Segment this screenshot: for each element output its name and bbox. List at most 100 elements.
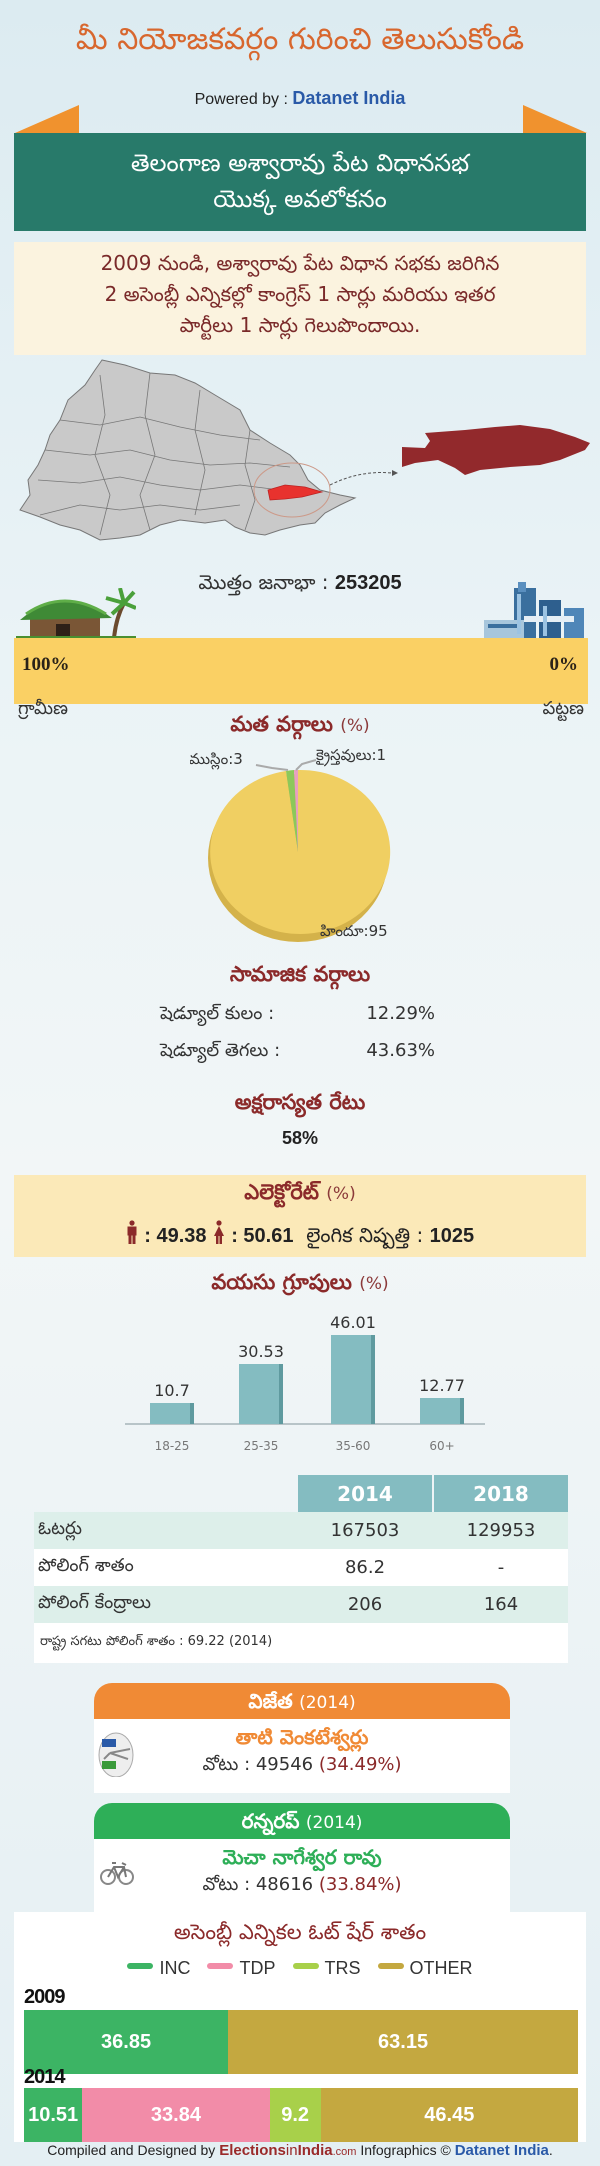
winner-title: విజేత bbox=[248, 1689, 293, 1713]
winner-year: (2014) bbox=[299, 1693, 356, 1713]
cell-2014: 167503 bbox=[298, 1512, 432, 1549]
footer-middle: Infographics © bbox=[356, 2142, 455, 2158]
election-stats-table: 2014 2018 ఓటర్లు 167503 129953 పోలింగ్ శ… bbox=[34, 1475, 568, 1663]
urban-label: పట్టణ bbox=[542, 698, 584, 719]
footer-credits: Compiled and Designed by ElectionsinIndi… bbox=[0, 2142, 600, 2159]
electorate-title-text: ఎలెక్టోరేట్ bbox=[244, 1180, 319, 1204]
row-label: పోలింగ్ శాతం bbox=[38, 1555, 134, 1576]
st-value: 43.63% bbox=[366, 1040, 435, 1061]
religion-pie-chart: ముస్లిం:3 క్రైస్తవులు:1 హిందూ:95 bbox=[190, 746, 391, 942]
religion-title-text: మత వర్గాలు bbox=[230, 712, 333, 736]
table-header-2014: 2014 bbox=[298, 1475, 432, 1512]
rural-percentage: 100% bbox=[22, 654, 70, 675]
ribbon-fold-right bbox=[523, 105, 587, 133]
hut-icon bbox=[16, 588, 136, 640]
datanet-brand: Datanet India bbox=[292, 88, 406, 108]
age-bar-chart: 10.7 18-25 30.53 25-35 46.01 35-60 12.77… bbox=[125, 1313, 485, 1453]
runner-year: (2014) bbox=[305, 1813, 363, 1833]
segment-tdp: 33.84 bbox=[82, 2088, 270, 2142]
vote-share-legend: INC TDP TRS OTHER bbox=[0, 1958, 600, 1979]
table-header-2018: 2018 bbox=[434, 1475, 568, 1512]
cell-2018: - bbox=[434, 1549, 568, 1586]
st-label: షెడ్యూల్ తెగలు : bbox=[160, 1040, 281, 1061]
table-row: ఓటర్లు 167503 129953 bbox=[34, 1512, 568, 1549]
winner-votes-pct: (34.49%) bbox=[318, 1754, 402, 1775]
runner-votes-pct: (33.84%) bbox=[318, 1874, 402, 1895]
vote-share-bar-2014: 10.51 33.84 9.2 46.45 bbox=[24, 2088, 578, 2142]
row-label: ఓటర్లు bbox=[38, 1518, 82, 1539]
ribbon-fold-left bbox=[15, 105, 79, 133]
legend-label: INC bbox=[159, 1958, 191, 1978]
legend-label: OTHER bbox=[409, 1958, 473, 1978]
sex-ratio-value: 1025 bbox=[429, 1225, 475, 1247]
legend-trs: TRS bbox=[292, 1958, 361, 1979]
year-label-2009: 2009 bbox=[24, 1986, 65, 2008]
year-label-2014: 2014 bbox=[24, 2066, 65, 2088]
scheduled-caste-row: షెడ్యూల్ కులం : 12.29% bbox=[160, 1003, 460, 1028]
electorate-box bbox=[14, 1175, 586, 1257]
footer-suffix: . bbox=[548, 2142, 553, 2158]
legend-swatch bbox=[377, 1963, 404, 1969]
table-row: పోలింగ్ శాతం 86.2 - bbox=[34, 1549, 568, 1586]
sc-value: 12.29% bbox=[366, 1003, 435, 1024]
age-label: 35-60 bbox=[336, 1439, 371, 1453]
banner-line-2: యొక్క అవలోకనం bbox=[213, 185, 387, 213]
powered-by: Powered by : Datanet India bbox=[0, 88, 600, 109]
population-label: మొత్తం జనాభా : bbox=[198, 570, 335, 594]
age-label: 18-25 bbox=[155, 1439, 190, 1453]
cell-2014: 206 bbox=[298, 1586, 432, 1623]
cell-2018: 164 bbox=[434, 1586, 568, 1623]
bicycle-icon bbox=[100, 1862, 134, 1885]
runner-votes-count: వోటు : 48616 bbox=[202, 1874, 319, 1895]
winner-name: తాటి వెంకటేశ్వర్లు bbox=[235, 1725, 369, 1749]
footer-datanet: Datanet India bbox=[454, 2142, 549, 2159]
cell-2018: 129953 bbox=[434, 1512, 568, 1549]
age-bar-60-plus: 12.77 60+ bbox=[419, 1376, 465, 1453]
urban-percentage: 0% bbox=[549, 654, 579, 675]
rural-label: గ్రామీణ bbox=[18, 698, 68, 719]
table-header-row: 2014 2018 bbox=[34, 1475, 568, 1512]
male-icon bbox=[127, 1220, 137, 1244]
age-label: 25-35 bbox=[244, 1439, 279, 1453]
legend-label: TDP bbox=[239, 1958, 276, 1978]
constituency-map bbox=[19, 359, 590, 541]
legend-other: OTHER bbox=[377, 1958, 473, 1979]
summary-box: 2009 నుండి, అశ్వారావు పేట విధాన సభకు జరి… bbox=[14, 242, 586, 355]
scheduled-tribe-row: షెడ్యూల్ తెగలు : 43.63% bbox=[160, 1040, 460, 1065]
segment-inc: 10.51 bbox=[24, 2088, 83, 2142]
female-percentage: : 50.61 bbox=[231, 1225, 294, 1247]
winner-votes: వోటు : 49546 (34.49%) bbox=[94, 1754, 510, 1779]
cell-2014: 86.2 bbox=[298, 1549, 432, 1586]
page-title: మీ నియోజకవర్గం గురించి తెలుసుకోండి bbox=[75, 22, 525, 57]
footer-india: India bbox=[297, 2142, 333, 2159]
segment-other: 46.45 bbox=[320, 2088, 578, 2142]
age-groups-title: వయసు గ్రూపులు (%) bbox=[0, 1270, 600, 1300]
legend-inc: INC bbox=[127, 1958, 190, 1979]
sex-ratio-label: లైంగిక నిష్పత్తి : bbox=[306, 1223, 430, 1247]
segment-trs: 9.2 bbox=[269, 2088, 321, 2142]
age-title-text: వయసు గ్రూపులు bbox=[211, 1270, 352, 1294]
buildings-icon bbox=[484, 582, 584, 640]
footer-prefix: Compiled and Designed by bbox=[47, 2142, 220, 2158]
age-value: 30.53 bbox=[238, 1342, 284, 1361]
age-bar-35-60: 46.01 35-60 bbox=[330, 1313, 376, 1453]
literacy-value: 58% bbox=[281, 1128, 319, 1148]
telangana-state-map bbox=[19, 359, 398, 541]
powered-prefix: Powered by : bbox=[194, 91, 293, 108]
runner-name: మెచా నాగేశ్వర రావు bbox=[222, 1845, 382, 1869]
electorate-unit: (%) bbox=[326, 1184, 356, 1204]
vote-share-bar-2009: 36.85 63.15 bbox=[24, 2010, 578, 2074]
age-bar-18-25: 10.7 18-25 bbox=[150, 1381, 194, 1453]
age-bar-25-35: 30.53 25-35 bbox=[238, 1342, 284, 1453]
runner-votes: వోటు : 48616 (33.84%) bbox=[94, 1874, 510, 1899]
population-value: 253205 bbox=[334, 572, 402, 594]
segment-other: 63.15 bbox=[228, 2010, 578, 2074]
table-row: పోలింగ్ కేంద్రాలు 206 164 bbox=[34, 1586, 568, 1623]
electorate-stats: : 49.38 : 50.61 లైంగిక నిష్పత్తి : 1025 bbox=[0, 1220, 600, 1252]
runner-up-header: రన్నరప్ (2014) bbox=[94, 1803, 510, 1839]
legend-swatch bbox=[207, 1963, 234, 1969]
electorate-title: ఎలెక్టోరేట్ (%) bbox=[0, 1180, 600, 1210]
religion-unit: (%) bbox=[340, 716, 370, 736]
religion-title: మత వర్గాలు (%) bbox=[0, 712, 600, 742]
age-value: 12.77 bbox=[419, 1376, 465, 1395]
